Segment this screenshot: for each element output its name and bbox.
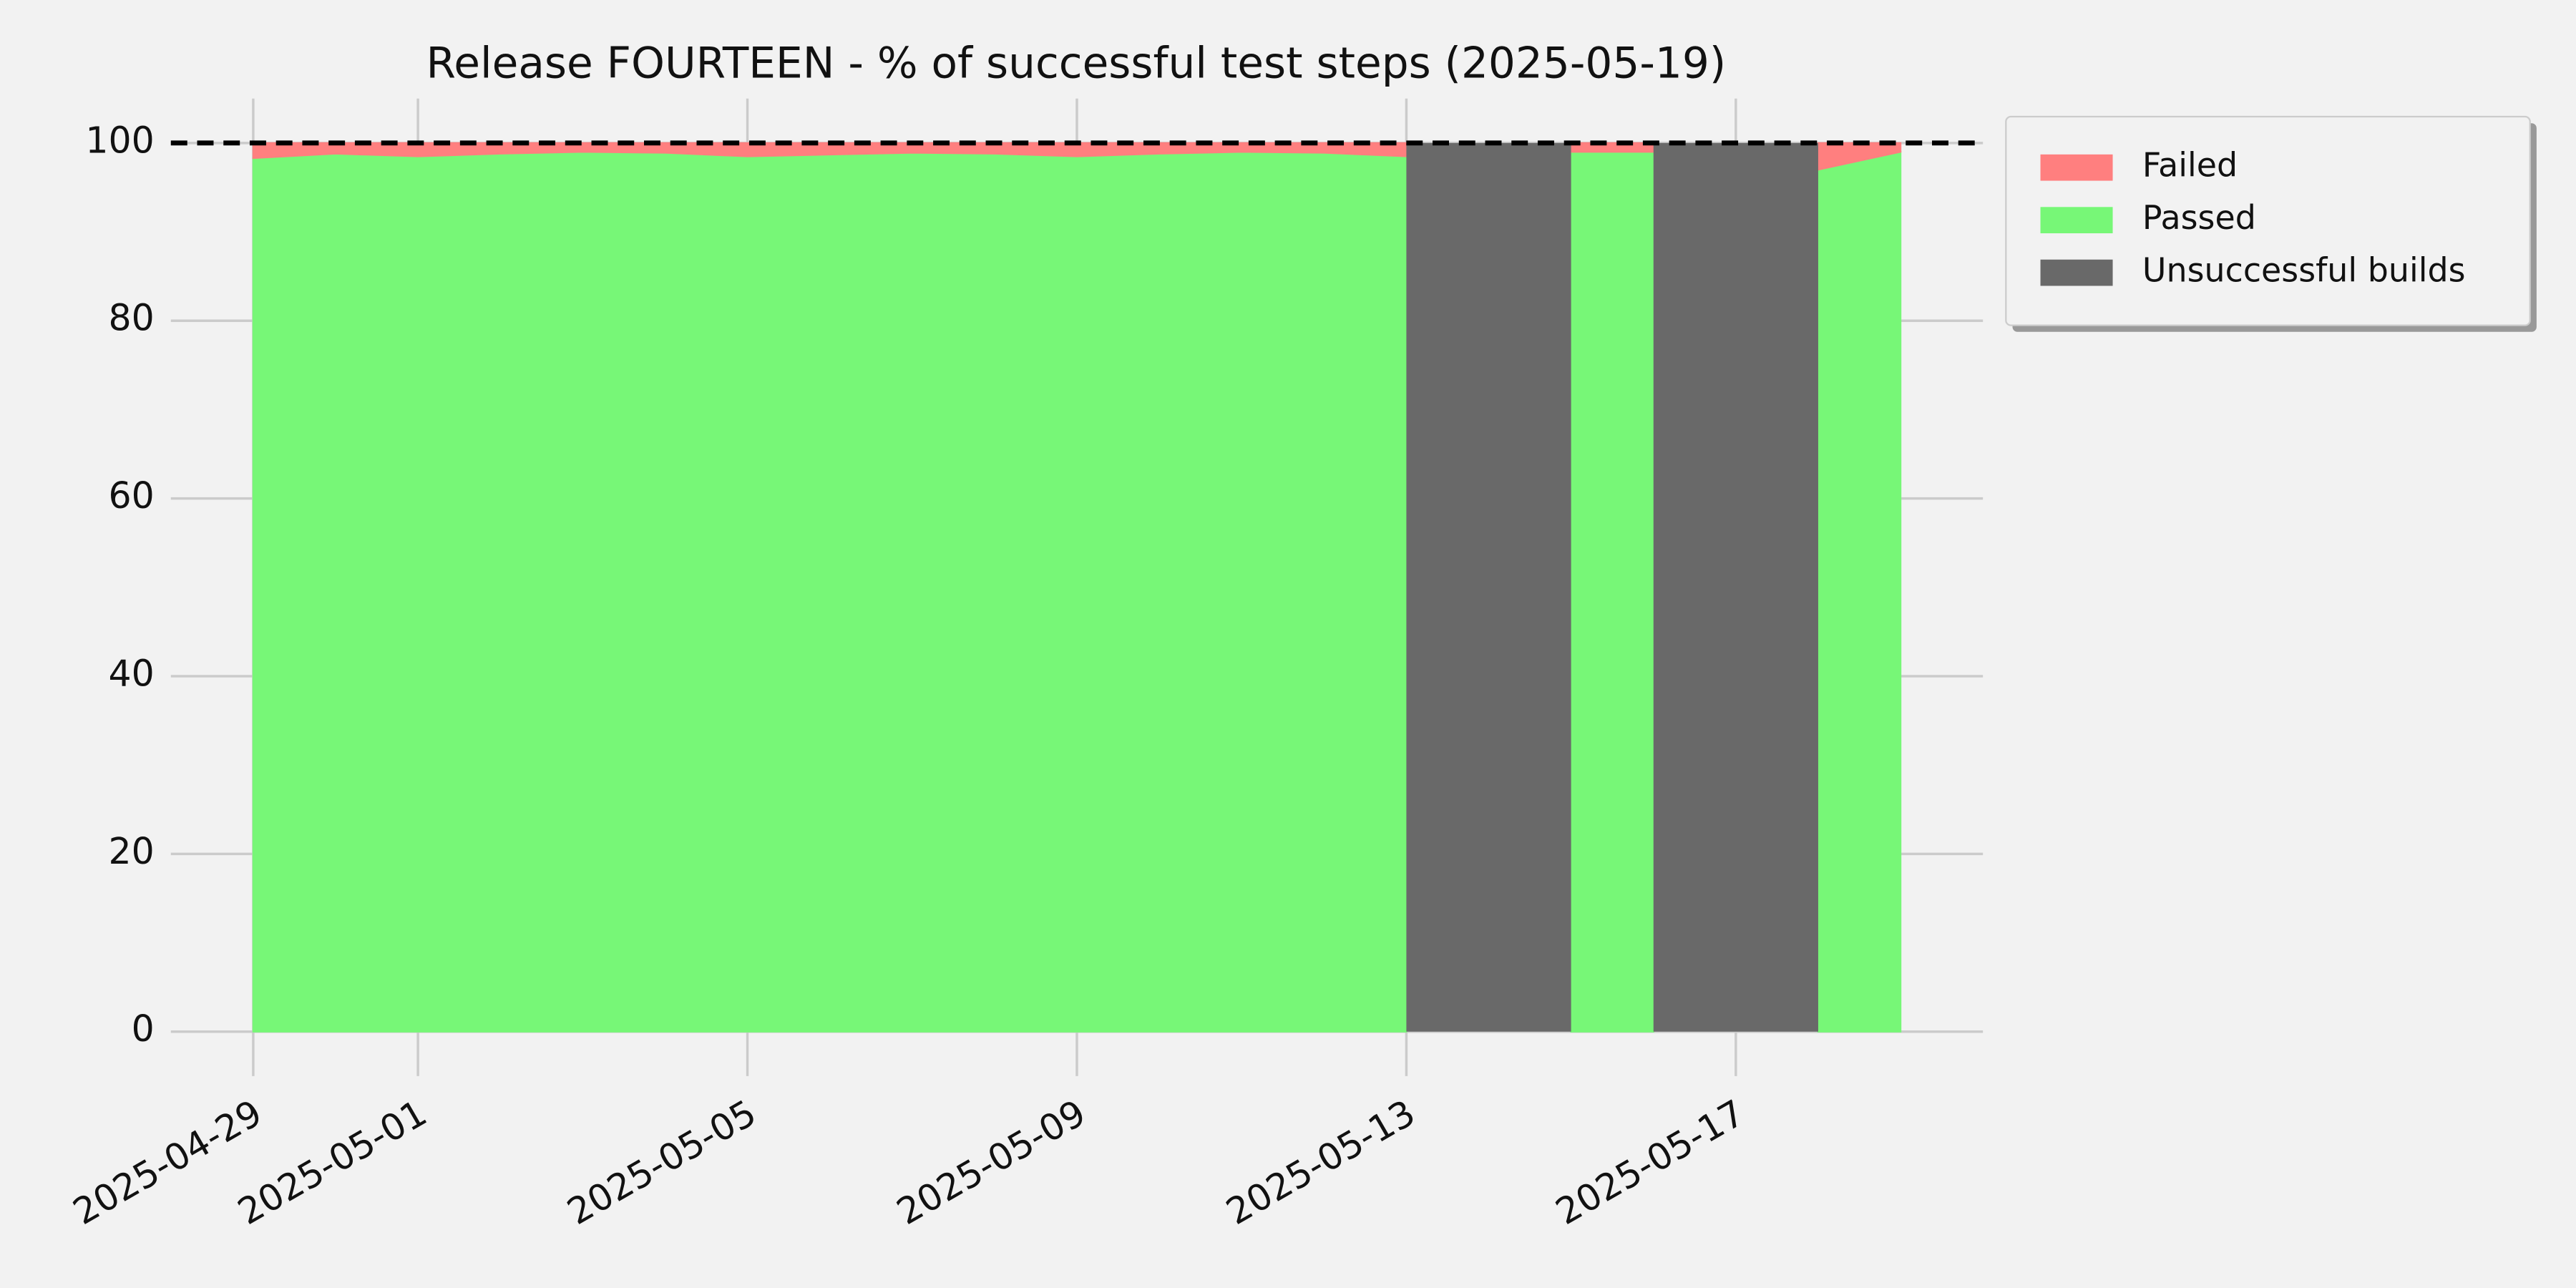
legend-swatch: [2040, 207, 2113, 234]
y-tick-label: 20: [109, 830, 155, 872]
area-failed: [1570, 142, 1654, 153]
legend-swatch: [2040, 259, 2113, 286]
legend-label: Unsuccessful builds: [2142, 251, 2466, 290]
legend-label: Failed: [2142, 146, 2238, 185]
y-tick-label: 40: [109, 652, 155, 694]
area-passed: [1570, 151, 1654, 1033]
legend: Failed Passed Unsuccessful builds: [2005, 115, 2537, 332]
chart-title: Release FOURTEEN - % of successful test …: [426, 39, 1727, 88]
area-passed: [1817, 150, 1902, 1033]
legend-label: Passed: [2142, 198, 2256, 237]
y-tick-label: 0: [132, 1008, 155, 1050]
legend-box: [2005, 115, 2531, 326]
unsuccessful-build-bar: [1653, 142, 1818, 1032]
y-tick-label: 80: [109, 297, 155, 339]
area-failed: [1817, 142, 1902, 171]
legend-swatch: [2040, 154, 2113, 181]
y-tick-label: 60: [109, 474, 155, 517]
area-passed: [252, 151, 1407, 1033]
y-tick-label: 100: [85, 119, 154, 161]
unsuccessful-build-bar: [1406, 142, 1571, 1032]
